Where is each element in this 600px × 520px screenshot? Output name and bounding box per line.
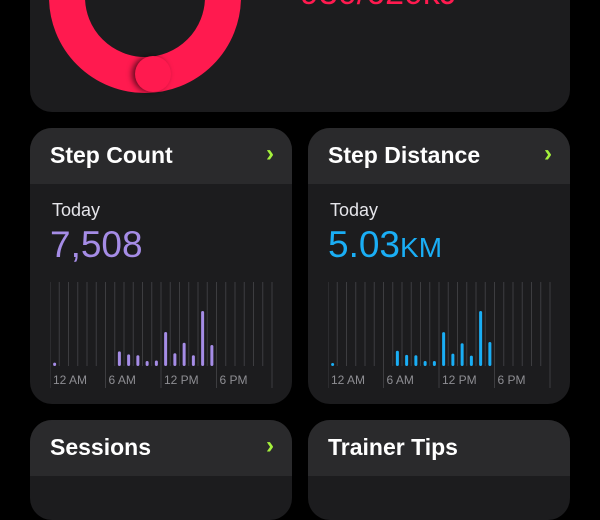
sessions-card[interactable]: Sessions › (30, 420, 292, 520)
bar (469, 355, 473, 366)
x-tick-label: 12 PM (442, 373, 477, 387)
bar (432, 361, 436, 366)
bar (395, 350, 399, 366)
step-chart: 12 AM 6 AM 12 PM 6 PM (50, 282, 273, 388)
bar (145, 361, 149, 366)
bar (117, 351, 121, 366)
bar (182, 342, 186, 366)
period-label: Today (330, 200, 379, 220)
step-distance-card[interactable]: Step Distance › Today 5.03KM 12 AM 6 AM 12 … (308, 128, 570, 404)
bar (423, 361, 427, 366)
bar (405, 354, 409, 366)
x-tick-label: 12 AM (331, 373, 365, 387)
bar (136, 355, 140, 366)
bar (164, 332, 168, 366)
x-tick-label: 12 AM (53, 373, 87, 387)
card-title: Sessions (50, 434, 151, 460)
period-label: Today (52, 200, 101, 220)
x-tick-label: 12 PM (164, 373, 199, 387)
bar (53, 362, 57, 366)
chevron-right-icon[interactable]: › (266, 432, 274, 459)
move-ring (49, 0, 241, 93)
bar (154, 360, 158, 366)
trainer-tips-card[interactable]: Trainer Tips (308, 420, 570, 520)
move-value: 930/620kJ (300, 0, 457, 13)
bar (451, 353, 455, 366)
x-tick-label: 6 AM (387, 373, 414, 387)
step-count-card[interactable]: Step Count › Today 7,508 12 AM 6 AM 12 PM 6 … (30, 128, 292, 404)
x-tick-label: 6 PM (220, 373, 248, 387)
step-count-value: 7,508 (50, 224, 143, 265)
card-title: Trainer Tips (328, 434, 458, 460)
bar (127, 354, 131, 366)
bar (414, 355, 418, 366)
bar (442, 332, 446, 366)
chevron-right-icon[interactable]: › (544, 140, 552, 167)
card-title: Step Count (50, 142, 173, 168)
distance-value: 5.03KM (328, 224, 443, 265)
bar (191, 355, 195, 366)
distance-chart: 12 AM 6 AM 12 PM 6 PM (328, 282, 551, 388)
bar (488, 342, 492, 366)
bar (460, 343, 464, 366)
move-card[interactable]: 930/620kJ (30, 0, 570, 112)
bar (331, 363, 335, 366)
x-tick-label: 6 AM (109, 373, 136, 387)
ring-end-cap (135, 56, 171, 92)
bar (173, 353, 177, 366)
bar (201, 311, 205, 366)
card-title: Step Distance (328, 142, 481, 168)
chevron-right-icon[interactable]: › (266, 140, 274, 167)
bar (210, 344, 214, 366)
x-tick-label: 6 PM (498, 373, 526, 387)
bar (479, 311, 483, 366)
